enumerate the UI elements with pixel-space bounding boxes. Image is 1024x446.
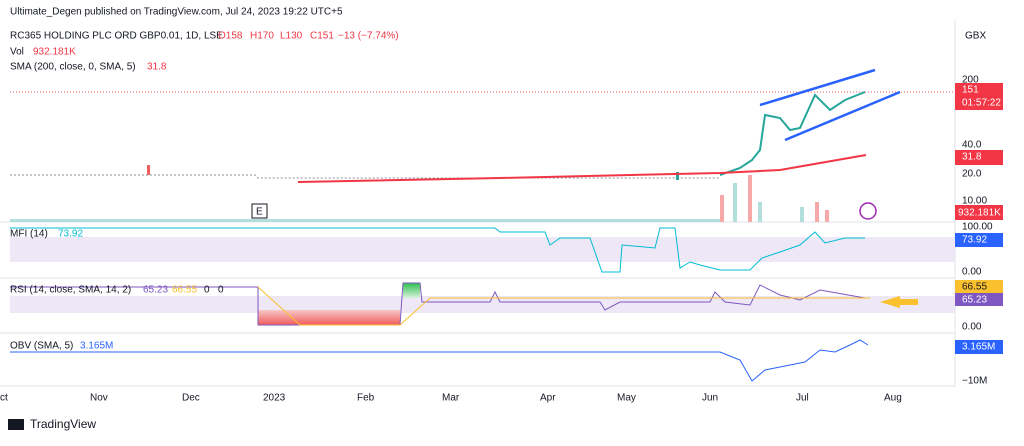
close: C151: [310, 31, 334, 42]
x-tick-label: Feb: [357, 393, 375, 404]
logo: [8, 419, 24, 430]
rsi-sma: 66.55: [172, 285, 197, 296]
vol-axis: 932.181K: [958, 208, 1001, 219]
x-tick-label: ct: [0, 393, 8, 404]
obv-tick: −10M: [962, 376, 987, 387]
low: L130: [280, 31, 303, 42]
x-tick-label: Jun: [702, 393, 718, 404]
price-tick: 10.00: [962, 196, 987, 207]
price-tick: 40.0: [962, 140, 982, 151]
x-tick-label: Aug: [884, 393, 902, 404]
vol-value: 932.181K: [33, 47, 76, 58]
rsi-axis: 65.23: [962, 295, 987, 306]
sma-axis: 31.8: [962, 152, 982, 163]
change: −13 (−7.74%): [338, 31, 399, 42]
sma-value: 31.8: [147, 62, 167, 73]
obv-label: OBV (SMA, 5): [10, 341, 73, 352]
x-tick-label: May: [617, 393, 636, 404]
x-axis: ct Nov Dec 2023 Feb Mar Apr May Jun Jul Aug: [0, 393, 902, 404]
price-tick: 200: [962, 75, 979, 86]
vol-label: Vol: [10, 47, 24, 58]
rsi-tick: 0.00: [962, 322, 982, 333]
x-tick-label: Apr: [540, 393, 556, 404]
x-tick-label: Mar: [442, 393, 460, 404]
currency: GBX: [965, 31, 986, 42]
mfi-axis: 73.92: [962, 235, 987, 246]
open: O158: [218, 31, 243, 42]
mfi-value: 73.92: [58, 229, 83, 240]
x-tick-label: Jul: [796, 393, 809, 404]
rsi-label: RSI (14, close, SMA, 14, 2): [10, 285, 131, 296]
sma-label: SMA (200, close, 0, SMA, 5): [10, 62, 136, 73]
x-tick-label: 2023: [263, 393, 286, 404]
mfi-label: MFI (14): [10, 229, 48, 240]
rsi-axis-sma: 66.55: [962, 282, 987, 293]
x-tick-label: Nov: [90, 393, 108, 404]
rsi-zero: 0: [204, 285, 210, 296]
layout: [0, 20, 1003, 387]
obv-axis: 3.165M: [962, 342, 995, 353]
x-tick-label: Dec: [182, 393, 200, 404]
header: Ultimate_Degen published on TradingView.…: [10, 7, 343, 18]
rsi-zero: 0: [218, 285, 224, 296]
obv-value: 3.165M: [80, 341, 113, 352]
timer: 01:57:22: [962, 98, 1001, 109]
mfi-tick: 100.00: [962, 222, 993, 233]
event: E: [256, 207, 263, 218]
rsi-value: 65.23: [143, 285, 168, 296]
symbol: RC365 HOLDING PLC ORD GBP0.01, 1D, LSE: [10, 31, 223, 42]
last-price: 151: [962, 85, 979, 96]
high: H170: [250, 31, 274, 42]
footer: TradingView: [30, 417, 96, 431]
mfi-tick: 0.00: [962, 267, 982, 278]
price-tick: 20.0: [962, 169, 982, 180]
